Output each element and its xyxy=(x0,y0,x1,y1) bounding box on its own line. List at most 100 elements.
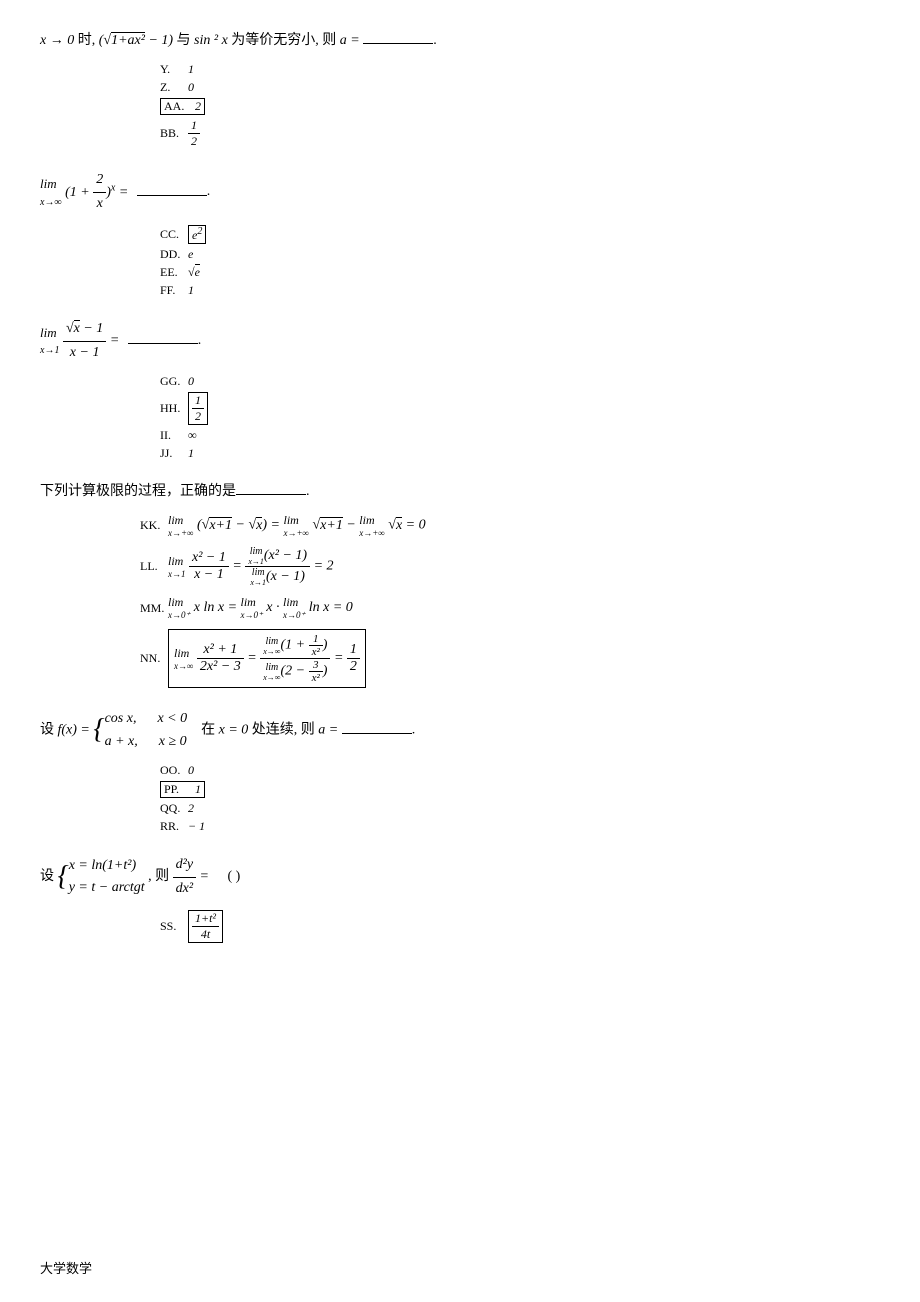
option-value: 1 xyxy=(188,62,194,77)
option-label: GG. xyxy=(160,374,188,389)
frac-den: 2 xyxy=(188,134,200,149)
q3-option-ii: II. ∞ xyxy=(160,428,880,443)
q6-formula2: d²ydx² = xyxy=(173,869,213,884)
boxed-answer: limx→∞ x² + 12x² − 3 = limx→∞(1 + 1x²) l… xyxy=(168,629,366,688)
option-value-frac: 1 2 xyxy=(188,118,200,149)
q4-option-nn: NN. limx→∞ x² + 12x² − 3 = limx→∞(1 + 1x… xyxy=(140,629,880,688)
option-value-frac: 1 2 xyxy=(192,393,204,424)
q2-options: CC. e2 DD. e EE. √e FF. 1 xyxy=(160,225,880,298)
q3-option-gg: GG. 0 xyxy=(160,374,880,389)
option-label: Z. xyxy=(160,80,188,95)
frac-den: 2 xyxy=(192,409,204,424)
boxed-answer: PP. 1 xyxy=(160,781,205,798)
q1-blank xyxy=(363,30,433,44)
q5-option-pp: PP. 1 xyxy=(160,781,880,798)
q5-period: . xyxy=(412,723,416,738)
q4-options: KK. limx→+∞ (√x+1 − √x) = limx→+∞ √x+1 −… xyxy=(140,513,880,688)
option-label: DD. xyxy=(160,247,188,262)
q4-option-kk: KK. limx→+∞ (√x+1 − √x) = limx→+∞ √x+1 −… xyxy=(140,513,880,538)
option-value: − 1 xyxy=(188,819,205,834)
boxed-answer: 1+t² 4t xyxy=(188,910,223,943)
question-6: 设 { x = ln(1+t²) y = t − arctgt , 则 d²yd… xyxy=(40,854,880,943)
option-value: √e xyxy=(188,265,200,280)
q3-options: GG. 0 HH. 1 2 II. ∞ JJ. 1 xyxy=(160,374,880,461)
question-3: limx→1 √x − 1x − 1 = . GG. 0 HH. 1 2 II.… xyxy=(40,318,880,461)
boxed-answer: 1 2 xyxy=(188,392,208,425)
q6-option-ss: SS. 1+t² 4t xyxy=(160,910,880,943)
question-4: 下列计算极限的过程，正确的是. KK. limx→+∞ (√x+1 − √x) … xyxy=(40,481,880,688)
q1-option-y: Y. 1 xyxy=(160,62,880,77)
q1-period: . xyxy=(433,33,437,48)
q1-formula: x → 0 xyxy=(40,33,74,48)
option-value: 1 xyxy=(195,782,201,797)
q2-option-ee: EE. √e xyxy=(160,265,880,280)
option-value: 1 xyxy=(188,446,194,461)
option-label: QQ. xyxy=(160,801,188,816)
option-formula: limx→1 x² − 1x − 1 = limx→1(x² − 1) limx… xyxy=(168,546,334,587)
q2-option-ff: FF. 1 xyxy=(160,283,880,298)
q5-option-oo: OO. 0 xyxy=(160,763,880,778)
boxed-answer: AA. 2 xyxy=(160,98,205,115)
option-label: NN. xyxy=(140,651,168,666)
q2-text: limx→∞ (1 + 2x)x = . xyxy=(40,169,880,215)
q4-period: . xyxy=(306,484,310,499)
q2-blank xyxy=(137,182,207,196)
option-formula: limx→+∞ (√x+1 − √x) = limx→+∞ √x+1 − lim… xyxy=(168,513,426,538)
q1-option-z: Z. 0 xyxy=(160,80,880,95)
option-label: JJ. xyxy=(160,446,188,461)
question-2: limx→∞ (1 + 2x)x = . CC. e2 DD. e EE. √e… xyxy=(40,169,880,298)
q3-option-hh: HH. 1 2 xyxy=(160,392,880,425)
frac-num: 1 xyxy=(192,393,204,409)
q1-option-aa: AA. 2 xyxy=(160,98,880,115)
option-label: PP. xyxy=(164,782,192,797)
frac-den: 4t xyxy=(192,927,219,942)
q2-option-dd: DD. e xyxy=(160,247,880,262)
option-value: e xyxy=(188,247,193,262)
q1-text-cn1: 时, xyxy=(74,33,99,48)
q3-period: . xyxy=(198,333,202,348)
frac-num: 1 xyxy=(188,118,200,134)
q3-formula: limx→1 √x − 1x − 1 = xyxy=(40,333,123,348)
q5-pre: 设 xyxy=(40,723,54,738)
question-1: x → 0 时, (√1+ax² − 1) 与 sin ² x 为等价无穷小, … xyxy=(40,30,880,149)
q5-option-qq: QQ. 2 xyxy=(160,801,880,816)
q1-var: a = xyxy=(340,33,363,48)
q1-option-bb: BB. 1 2 xyxy=(160,118,880,149)
q5-options: OO. 0 PP. 1 QQ. 2 RR. − 1 xyxy=(160,763,880,834)
option-value: 2 xyxy=(188,801,194,816)
frac-num: 1+t² xyxy=(192,911,219,927)
option-label: CC. xyxy=(160,227,188,242)
page-footer: 大学数学 xyxy=(40,1258,92,1277)
option-value: 0 xyxy=(188,763,194,778)
q1-options: Y. 1 Z. 0 AA. 2 BB. 1 2 xyxy=(160,62,880,149)
option-label: FF. xyxy=(160,283,188,298)
option-label: AA. xyxy=(164,99,192,114)
boxed-answer: e2 xyxy=(188,225,206,244)
option-value: 2 xyxy=(195,99,201,114)
q5-post-text: 在 x = 0 处连续, 则 a = xyxy=(191,723,342,738)
option-value: ∞ xyxy=(188,428,197,443)
q6-formula: { x = ln(1+t²) y = t − arctgt xyxy=(58,855,145,900)
question-5: 设 f(x) = { cos x, x < 0 a + x, x ≥ 0 在 x… xyxy=(40,708,880,834)
q3-blank xyxy=(128,330,198,344)
option-label: MM. xyxy=(140,601,168,616)
q5-formula: f(x) = { cos x, x < 0 a + x, x ≥ 0 xyxy=(58,708,188,753)
q2-period: . xyxy=(207,185,211,200)
q4-option-ll: LL. limx→1 x² − 1x − 1 = limx→1(x² − 1) … xyxy=(140,546,880,587)
q3-option-jj: JJ. 1 xyxy=(160,446,880,461)
q3-text: limx→1 √x − 1x − 1 = . xyxy=(40,318,880,364)
q6-pre: 设 xyxy=(40,869,54,884)
q6-text: 设 { x = ln(1+t²) y = t − arctgt , 则 d²yd… xyxy=(40,854,880,900)
q5-blank xyxy=(342,720,412,734)
option-value: 0 xyxy=(188,80,194,95)
option-formula: limx→0⁺ x ln x = limx→0⁺ x · limx→0⁺ ln … xyxy=(168,595,353,621)
option-label: II. xyxy=(160,428,188,443)
option-value: 1 xyxy=(188,283,194,298)
q1-text-cn2: 与 xyxy=(173,33,194,48)
option-label: Y. xyxy=(160,62,188,77)
option-label: KK. xyxy=(140,518,168,533)
q1-text: x → 0 时, (√1+ax² − 1) 与 sin ² x 为等价无穷小, … xyxy=(40,30,880,52)
q4-text: 下列计算极限的过程，正确的是. xyxy=(40,481,880,503)
q1-formula2: (√1+ax² − 1) xyxy=(99,32,173,48)
option-label: LL. xyxy=(140,559,168,574)
